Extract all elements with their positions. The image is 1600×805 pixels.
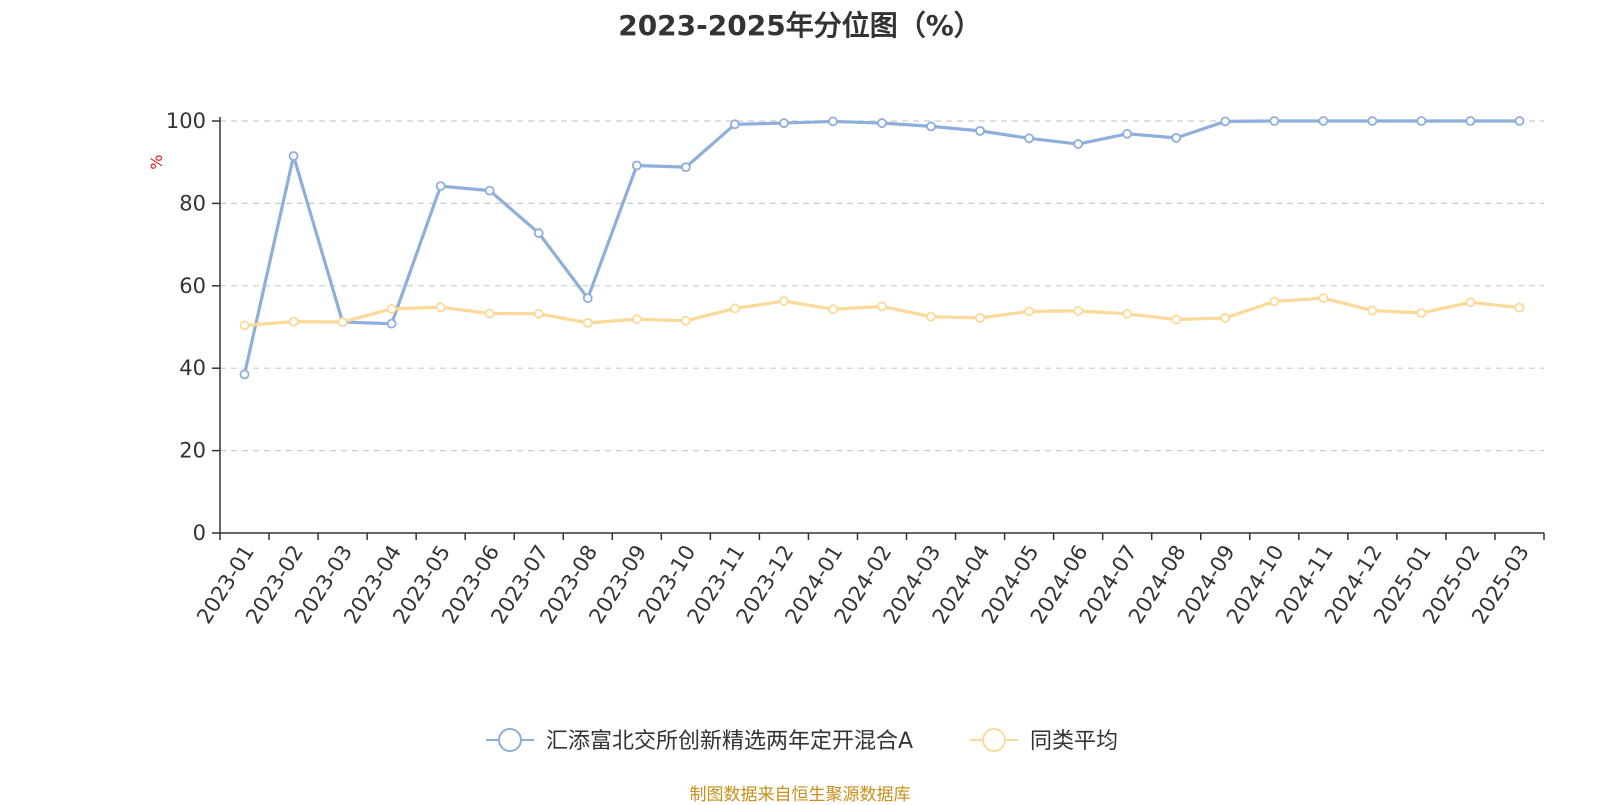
series-points — [239, 116, 1525, 380]
legend: 汇添富北交所创新精选两年定开混合A 同类平均 — [486, 728, 1118, 754]
data-point-series-0 — [288, 151, 299, 161]
data-point-series-0 — [1367, 116, 1378, 126]
data-point-series-0 — [828, 116, 838, 127]
data-point-series-1 — [877, 301, 887, 312]
series-lines — [242, 119, 1520, 375]
data-point-series-1 — [582, 317, 593, 328]
data-point-series-0 — [1514, 116, 1525, 126]
data-point-series-1 — [1416, 308, 1427, 318]
data-point-series-1 — [533, 308, 544, 319]
data-point-series-0 — [582, 293, 593, 304]
data-point-series-1 — [1465, 297, 1476, 308]
data-point-series-1 — [1269, 296, 1280, 307]
legend-swatch-marker-0 — [498, 728, 522, 752]
series-line-0 — [242, 119, 1520, 375]
data-point-series-0 — [1122, 128, 1133, 139]
data-point-series-1 — [435, 302, 446, 313]
data-point-series-0 — [435, 181, 446, 191]
gridlines — [220, 120, 1544, 452]
data-point-series-0 — [1318, 116, 1329, 126]
data-point-series-0 — [1220, 116, 1231, 127]
data-point-series-1 — [680, 315, 691, 326]
data-point-series-1 — [1514, 302, 1525, 313]
data-point-series-1 — [288, 316, 299, 327]
data-point-series-0 — [1073, 139, 1084, 149]
data-point-series-1 — [1073, 306, 1084, 316]
data-point-series-1 — [975, 313, 985, 323]
data-point-series-1 — [1367, 305, 1378, 316]
y-tick-label: 20 — [179, 439, 206, 463]
data-point-series-0 — [1269, 116, 1280, 126]
y-axis-label: % — [147, 155, 166, 170]
legend-label-0: 汇添富北交所创新精选两年定开混合A — [546, 729, 913, 754]
data-point-series-0 — [1024, 133, 1035, 144]
data-point-series-0 — [533, 228, 544, 238]
y-tick-label: 0 — [193, 521, 206, 545]
data-point-series-1 — [926, 311, 936, 322]
data-point-series-0 — [975, 125, 985, 136]
data-point-series-0 — [239, 369, 250, 380]
data-point-series-0 — [484, 185, 495, 196]
y-tick-label: 60 — [179, 274, 206, 298]
data-point-series-0 — [926, 121, 936, 132]
data-point-series-1 — [828, 304, 838, 315]
data-point-series-1 — [1318, 293, 1329, 304]
data-point-series-1 — [484, 308, 495, 319]
legend-label-1: 同类平均 — [1030, 729, 1118, 754]
data-point-series-1 — [779, 296, 789, 306]
data-point-series-1 — [631, 314, 642, 325]
data-point-series-1 — [1024, 306, 1035, 317]
data-point-series-0 — [1171, 132, 1182, 143]
data-point-series-0 — [779, 118, 789, 128]
data-point-series-1 — [729, 303, 740, 314]
y-tick-label: 40 — [179, 356, 206, 380]
data-point-series-0 — [386, 318, 397, 329]
data-point-series-0 — [729, 119, 740, 130]
y-tick-label: 100 — [166, 109, 206, 133]
data-point-series-0 — [631, 160, 642, 171]
data-point-series-0 — [680, 162, 691, 173]
source-note: 制图数据来自恒生聚源数据库 — [689, 785, 911, 805]
legend-swatch-marker-1 — [982, 728, 1006, 752]
chart-title: 2023-2025年分位图（%） — [618, 9, 982, 42]
data-point-series-0 — [877, 118, 887, 128]
data-point-series-1 — [1122, 308, 1133, 319]
data-point-series-1 — [386, 303, 397, 314]
y-tick-label: 80 — [179, 191, 206, 215]
data-point-series-1 — [1171, 314, 1182, 325]
data-point-series-1 — [1220, 313, 1231, 323]
data-point-series-0 — [1416, 116, 1427, 126]
data-point-series-1 — [337, 317, 348, 327]
data-point-series-1 — [239, 320, 250, 331]
data-point-series-0 — [1465, 116, 1476, 126]
